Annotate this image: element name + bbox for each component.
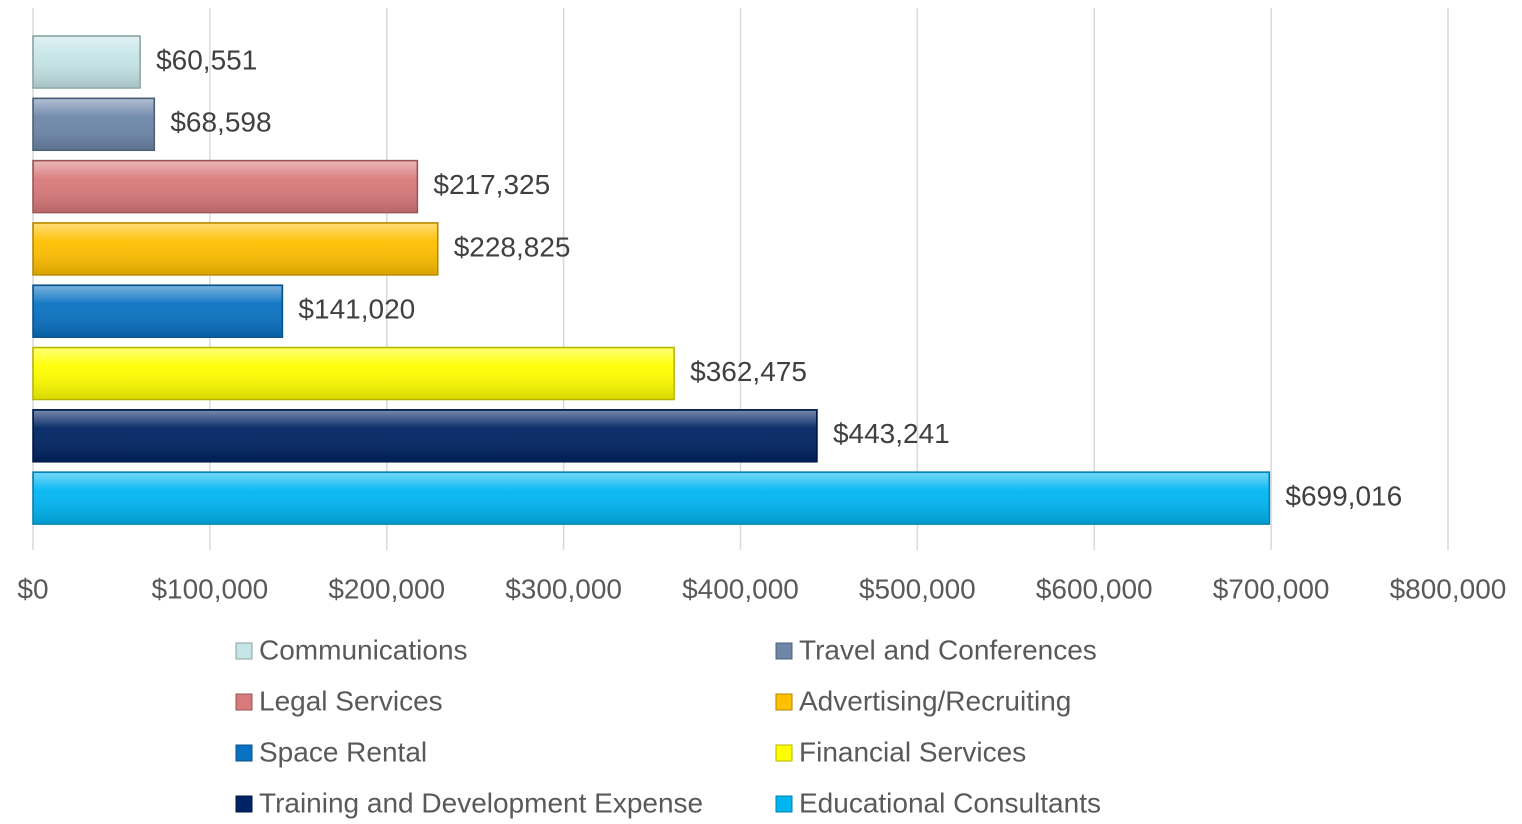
x-tick-label: $600,000 — [1036, 573, 1153, 604]
value-label: $362,475 — [690, 356, 807, 387]
legend-label: Financial Services — [799, 736, 1026, 767]
value-label: $68,598 — [170, 107, 271, 138]
bar-shine — [34, 348, 674, 399]
x-tick-label: $200,000 — [328, 573, 445, 604]
x-tick-label: $400,000 — [682, 573, 799, 604]
x-tick-label: $700,000 — [1213, 573, 1330, 604]
x-tick-label: $0 — [17, 573, 48, 604]
bar-shine — [34, 410, 816, 461]
x-tick-label: $500,000 — [859, 573, 976, 604]
legend-swatch — [775, 795, 793, 813]
value-label: $60,551 — [156, 44, 257, 75]
legend-swatch — [775, 744, 793, 762]
value-label: $443,241 — [833, 418, 950, 449]
x-tick-label: $300,000 — [505, 573, 622, 604]
legend-label: Advertising/Recruiting — [799, 685, 1071, 716]
x-tick-label: $100,000 — [151, 573, 268, 604]
bar-shine — [34, 473, 1269, 524]
value-label: $217,325 — [433, 169, 550, 200]
value-label: $228,825 — [454, 231, 571, 262]
legend-label: Legal Services — [259, 685, 443, 716]
bar-shine — [34, 223, 437, 274]
legend-label: Communications — [259, 634, 468, 665]
legend-label: Training and Development Expense — [259, 787, 703, 818]
legend-swatch — [775, 642, 793, 660]
legend-label: Educational Consultants — [799, 787, 1101, 818]
bar-shine — [34, 37, 140, 87]
bar-shine — [34, 161, 417, 212]
legend-swatch — [775, 693, 793, 711]
legend-label: Travel and Conferences — [799, 634, 1097, 665]
value-label: $141,020 — [298, 294, 415, 325]
legend-swatch — [235, 642, 253, 660]
bar-shine — [34, 99, 154, 150]
legend-swatch — [235, 795, 253, 813]
legend-label: Space Rental — [259, 736, 427, 767]
x-tick-label: $800,000 — [1390, 573, 1507, 604]
legend-swatch — [235, 693, 253, 711]
bar-shine — [34, 286, 282, 337]
value-label: $699,016 — [1285, 480, 1402, 511]
legend-swatch — [235, 744, 253, 762]
